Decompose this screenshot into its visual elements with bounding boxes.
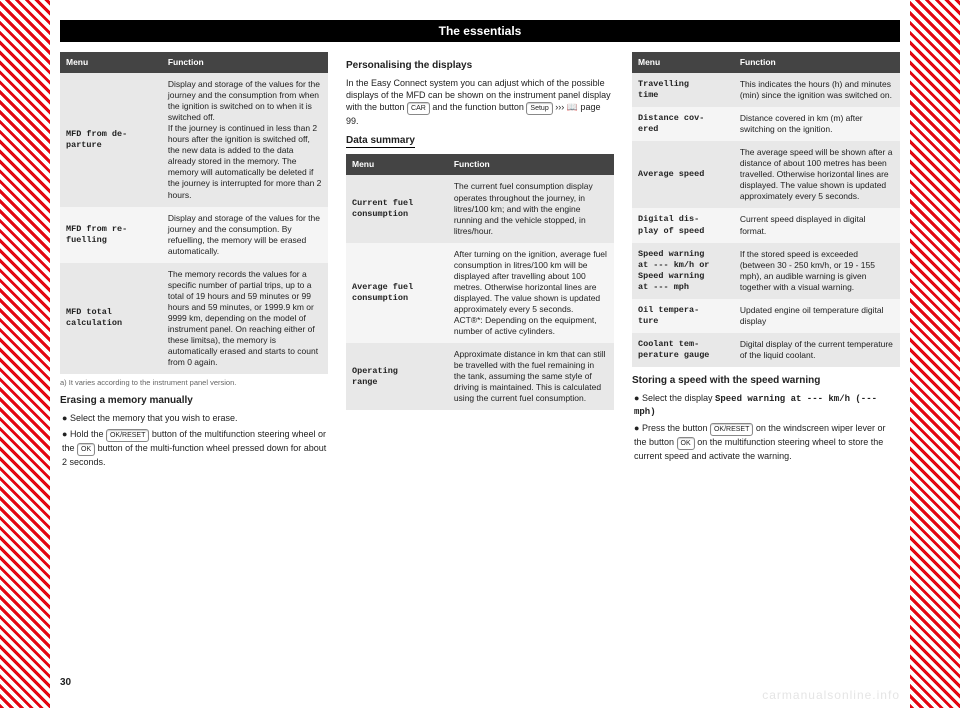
txt: Hold the <box>70 429 106 439</box>
page-content: The essentials Menu Function MFD from de… <box>60 20 900 688</box>
coolant-key: Coolant tem- perature gauge <box>632 333 734 367</box>
th-menu: Menu <box>632 52 734 73</box>
speed-warn-val: If the stored speed is exceeded (between… <box>734 243 900 299</box>
mfd-departure-key: MFD from de- parture <box>60 73 162 207</box>
avg-fuel-val: After turning on the ignition, average f… <box>448 243 614 343</box>
decorative-stripes-right <box>910 0 960 708</box>
current-fuel-val: The current fuel consumption display ope… <box>448 175 614 242</box>
ok-button-icon: OK <box>677 437 695 450</box>
mfd-total-val: The memory records the values for a spec… <box>162 263 328 374</box>
storing-step-2: Press the button OK/RESET on the windscr… <box>634 422 900 462</box>
mfd-total-key: MFD total calculation <box>60 263 162 374</box>
speed-warn-key: Speed warning at --- km/h or Speed warni… <box>632 243 734 299</box>
th-function: Function <box>734 52 900 73</box>
mfd-refuel-key: MFD from re- fuelling <box>60 207 162 263</box>
digital-speed-val: Current speed displayed in digital forma… <box>734 208 900 242</box>
erasing-head: Erasing a memory manually <box>60 395 328 406</box>
th-function: Function <box>448 154 614 175</box>
th-menu: Menu <box>60 52 162 73</box>
erasing-step-1: Select the memory that you wish to erase… <box>62 412 328 424</box>
avg-speed-key: Average speed <box>632 141 734 208</box>
travel-time-val: This indicates the hours (h) and minutes… <box>734 73 900 107</box>
personalising-head: Personalising the displays <box>346 60 614 71</box>
data-summary-head: Data summary <box>346 135 614 148</box>
txt: Data summary <box>346 135 415 148</box>
ok-button-icon: OK <box>77 443 95 456</box>
range-val: Approximate distance in km that can stil… <box>448 343 614 410</box>
txt: and the function button <box>432 102 526 112</box>
storing-head: Storing a speed with the speed warning <box>632 375 900 386</box>
avg-fuel-key: Average fuel consumption <box>346 243 448 343</box>
page-header: The essentials <box>60 20 900 42</box>
current-fuel-key: Current fuel consumption <box>346 175 448 242</box>
storing-step-1: Select the display Speed warning at --- … <box>634 392 900 418</box>
th-function: Function <box>162 52 328 73</box>
data-summary-table: Menu Function Current fuel consumption T… <box>346 154 614 410</box>
setup-button-icon: Setup <box>526 102 552 115</box>
avg-speed-val: The average speed will be shown after a … <box>734 141 900 208</box>
txt: Select the display <box>642 393 715 403</box>
column-1: Menu Function MFD from de- parture Displ… <box>60 52 328 472</box>
decorative-stripes-left <box>0 0 50 708</box>
coolant-val: Digital display of the current temperatu… <box>734 333 900 367</box>
footnote-a: a) It varies according to the instrument… <box>60 378 328 387</box>
erasing-step-2: Hold the OK/RESET button of the multifun… <box>62 428 328 468</box>
car-button-icon: CAR <box>407 102 430 115</box>
oil-temp-val: Updated engine oil temperature digital d… <box>734 299 900 333</box>
range-key: Operating range <box>346 343 448 410</box>
mfd-refuel-val: Display and storage of the values for th… <box>162 207 328 263</box>
page-number: 30 <box>60 677 71 688</box>
ok-reset-button-icon: OK/RESET <box>710 423 753 436</box>
digital-speed-key: Digital dis- play of speed <box>632 208 734 242</box>
ok-reset-button-icon: OK/RESET <box>106 429 149 442</box>
column-3: Menu Function Travelling time This indic… <box>632 52 900 472</box>
personalising-text: In the Easy Connect system you can adjus… <box>346 77 614 127</box>
mfd-departure-val: Display and storage of the values for th… <box>162 73 328 207</box>
th-menu: Menu <box>346 154 448 175</box>
column-2: Personalising the displays In the Easy C… <box>346 52 614 472</box>
txt: button of the multi-function wheel press… <box>62 443 326 467</box>
mfd-table: Menu Function MFD from de- parture Displ… <box>60 52 328 374</box>
data-summary-table-2: Menu Function Travelling time This indic… <box>632 52 900 367</box>
watermark: carmanualsonline.info <box>762 688 900 702</box>
distance-key: Distance cov- ered <box>632 107 734 141</box>
txt: Press the button <box>642 423 710 433</box>
travel-time-key: Travelling time <box>632 73 734 107</box>
oil-temp-key: Oil tempera- ture <box>632 299 734 333</box>
distance-val: Distance covered in km (m) after switchi… <box>734 107 900 141</box>
